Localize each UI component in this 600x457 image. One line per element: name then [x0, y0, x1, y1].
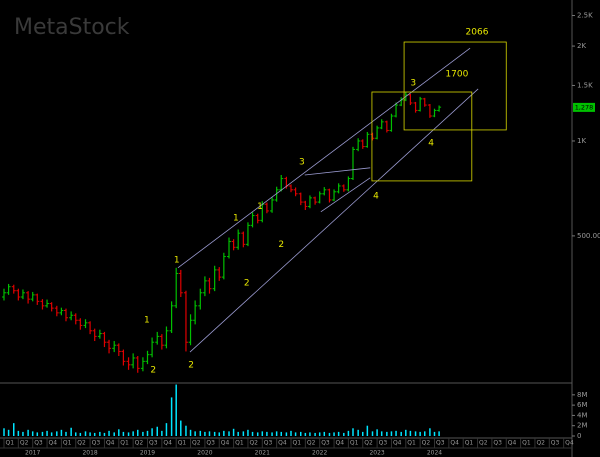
target-box: [403, 41, 507, 131]
wave-label: 3: [410, 79, 416, 89]
x-tick-label: Q1: [120, 440, 129, 447]
y-tick-label: 2K: [577, 42, 586, 50]
volume-tick-label: 4M: [577, 411, 588, 419]
x-tick-label: Q4: [49, 440, 58, 447]
x-tick-label: Q3: [264, 440, 273, 447]
x-tick-label: Q4: [508, 440, 517, 447]
volume-tick-label: 2M: [577, 422, 588, 430]
x-tick-label: Q2: [536, 440, 545, 447]
wave-label: 1700: [445, 70, 468, 80]
year-label: 2019: [140, 450, 155, 457]
x-tick-label: Q3: [436, 440, 445, 447]
year-label: 2022: [312, 450, 327, 457]
x-tick-label: Q1: [293, 440, 302, 447]
x-tick-label: Q4: [221, 440, 230, 447]
x-tick-label: Q1: [350, 440, 359, 447]
x-tick-label: Q4: [106, 440, 115, 447]
x-tick-label: Q3: [34, 440, 43, 447]
wave-label: 4: [373, 191, 379, 201]
wave-label: 3: [299, 157, 305, 167]
x-tick-label: Q2: [77, 440, 86, 447]
x-tick-label: Q2: [20, 440, 29, 447]
target-box: [371, 91, 473, 182]
year-label: 2018: [82, 450, 97, 457]
x-tick-label: Q2: [364, 440, 373, 447]
trendline: [320, 177, 371, 213]
year-label: 2023: [369, 450, 384, 457]
y-tick-label: 1K: [577, 137, 586, 145]
x-tick-label: Q4: [393, 440, 402, 447]
trendline: [189, 88, 479, 353]
wave-label: 2: [150, 365, 156, 375]
x-tick-label: Q3: [206, 440, 215, 447]
trendline: [304, 167, 371, 176]
y-tick-label: 2.5K: [577, 12, 593, 20]
volume-tick-label: 0: [577, 432, 581, 440]
wave-label: 4: [428, 139, 434, 149]
year-label: 2017: [25, 450, 40, 457]
x-tick-label: Q2: [307, 440, 316, 447]
x-tick-label: Q1: [522, 440, 531, 447]
watermark: MetaStock: [14, 15, 130, 40]
x-tick-label: Q1: [465, 440, 474, 447]
x-tick-label: Q4: [336, 440, 345, 447]
x-tick-label: Q1: [6, 440, 15, 447]
x-tick-label: Q3: [379, 440, 388, 447]
x-tick-label: Q3: [493, 440, 502, 447]
x-tick-label: Q3: [149, 440, 158, 447]
x-tick-label: Q1: [407, 440, 416, 447]
x-tick-label: Q2: [422, 440, 431, 447]
wave-label: 1: [233, 213, 239, 223]
wave-label: 2066: [466, 28, 489, 38]
last-price-label: 1,278: [575, 103, 594, 111]
x-tick-label: Q3: [92, 440, 101, 447]
volume-tick-label: 8M: [577, 391, 588, 399]
year-label: 2021: [255, 450, 270, 457]
x-tick-label: Q3: [321, 440, 330, 447]
wave-label: 1: [144, 315, 150, 325]
wave-label: 2: [188, 360, 194, 370]
x-tick-label: Q2: [479, 440, 488, 447]
x-tick-label: Q2: [192, 440, 201, 447]
last-price-box: [573, 102, 595, 112]
volume-tick-label: 6M: [577, 401, 588, 409]
x-tick-label: Q4: [278, 440, 287, 447]
y-tick-label: 1.5K: [577, 81, 593, 89]
x-tick-label: Q1: [178, 440, 187, 447]
wave-label: 2: [278, 240, 284, 250]
year-label: 2024: [427, 450, 442, 457]
x-tick-label: Q4: [450, 440, 459, 447]
x-tick-label: Q1: [63, 440, 72, 447]
wave-label: 1: [257, 202, 263, 212]
y-tick-label: 500.0000: [577, 232, 600, 240]
wave-label: 1: [174, 255, 180, 265]
x-tick-label: Q3: [551, 440, 560, 447]
wave-label: 2: [244, 278, 250, 288]
x-tick-label: Q2: [249, 440, 258, 447]
x-tick-label: Q1: [235, 440, 244, 447]
trendline: [177, 47, 471, 269]
x-tick-label: Q4: [163, 440, 172, 447]
x-tick-label: Q2: [135, 440, 144, 447]
year-label: 2020: [197, 450, 212, 457]
x-tick-label: Q4: [565, 440, 574, 447]
